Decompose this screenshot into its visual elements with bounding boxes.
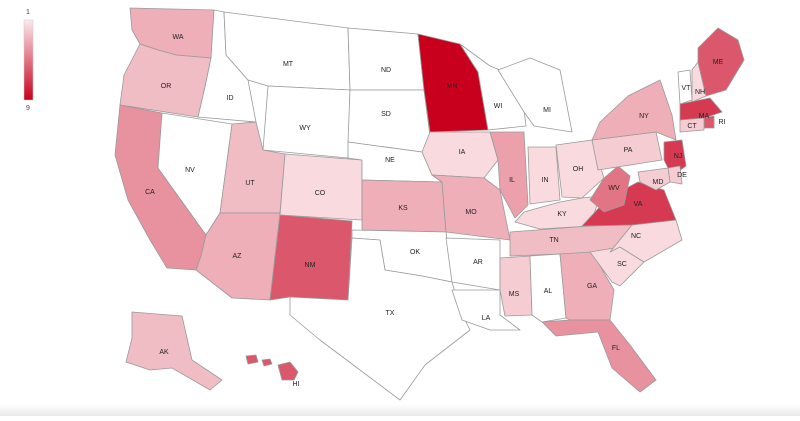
state-label-sd: SD [381, 111, 391, 118]
state-label-tx: TX [386, 310, 395, 317]
state-label-id: ID [227, 95, 234, 102]
state-label-ga: GA [587, 283, 597, 290]
state-label-ny: NY [639, 113, 649, 120]
state-hi-island-1[interactable] [245, 354, 259, 365]
state-label-ks: KS [398, 205, 408, 212]
state-nd[interactable] [347, 27, 425, 91]
state-label-nh: NH [695, 89, 705, 96]
state-label-ia: IA [459, 149, 466, 156]
state-label-nm: NM [305, 262, 316, 269]
state-label-ky: KY [557, 211, 567, 218]
state-me[interactable] [697, 27, 745, 97]
state-label-in: IN [542, 177, 549, 184]
state-label-wv: WV [608, 185, 620, 192]
state-ct[interactable] [679, 117, 705, 133]
state-label-mo: MO [465, 209, 477, 216]
state-label-ma: MA [699, 113, 710, 120]
state-label-sc: SC [617, 261, 627, 268]
state-wy[interactable] [262, 85, 351, 159]
legend-color-bar [23, 19, 34, 101]
page-bottom-bar [0, 404, 800, 416]
legend-min-label: 1 [26, 9, 30, 16]
state-label-ok: OK [410, 249, 420, 256]
state-label-oh: OH [573, 166, 584, 173]
state-label-wi: WI [494, 103, 503, 110]
state-label-pa: PA [624, 147, 633, 154]
state-label-ca: CA [145, 189, 155, 196]
state-label-ar: AR [473, 259, 483, 266]
state-tx[interactable] [289, 237, 471, 401]
state-al[interactable] [529, 253, 567, 323]
state-label-al: AL [544, 288, 553, 295]
state-label-az: AZ [233, 253, 243, 260]
state-wi[interactable] [459, 43, 527, 131]
state-label-wy: WY [299, 125, 311, 132]
state-label-la: LA [482, 315, 491, 322]
state-label-mi: MI [543, 107, 551, 114]
state-hi-island-2[interactable] [261, 358, 273, 367]
state-label-md: MD [653, 179, 664, 186]
state-label-mn: MN [447, 83, 458, 90]
state-ny[interactable] [591, 79, 677, 141]
state-wv[interactable] [589, 165, 631, 213]
state-label-ut: UT [245, 180, 255, 187]
state-sd[interactable] [347, 89, 431, 153]
color-legend: 1 9 [23, 9, 34, 112]
state-ma[interactable] [679, 97, 723, 121]
state-label-ri: RI [719, 119, 726, 126]
state-label-ak: AK [159, 349, 169, 356]
state-label-fl: FL [612, 345, 620, 352]
state-label-wa: WA [172, 34, 183, 41]
state-co[interactable] [279, 153, 363, 221]
state-label-va: VA [634, 201, 643, 208]
state-fl[interactable] [541, 319, 657, 393]
state-label-vt: VT [682, 85, 692, 92]
state-label-or: OR [161, 83, 172, 90]
state-label-ne: NE [385, 157, 395, 164]
state-nm[interactable] [269, 214, 353, 301]
state-md[interactable] [637, 167, 671, 191]
state-oh[interactable] [555, 139, 605, 199]
state-label-de: DE [677, 172, 687, 179]
state-label-nj: NJ [674, 153, 683, 160]
state-mi[interactable] [497, 57, 573, 133]
state-label-tn: TN [549, 237, 558, 244]
state-ms[interactable] [499, 255, 533, 317]
state-ky[interactable] [514, 195, 601, 230]
state-label-ct: CT [687, 123, 697, 130]
state-label-hi: HI [293, 381, 300, 388]
state-label-nv: NV [185, 167, 195, 174]
state-in[interactable] [527, 146, 561, 205]
state-label-ms: MS [509, 291, 520, 298]
state-label-nd: ND [381, 67, 391, 74]
state-ak[interactable] [125, 311, 223, 391]
state-il[interactable] [489, 131, 529, 219]
state-label-nc: NC [631, 233, 641, 240]
state-label-co: CO [315, 190, 326, 197]
state-label-me: ME [713, 59, 724, 66]
state-label-mt: MT [283, 61, 294, 68]
legend-max-label: 9 [26, 105, 30, 112]
state-hi[interactable] [277, 361, 299, 381]
state-label-il: IL [509, 177, 515, 184]
